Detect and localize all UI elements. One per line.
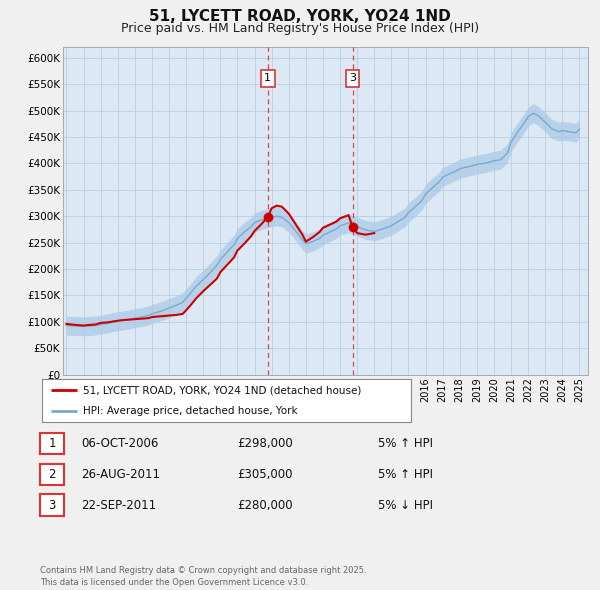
- Text: 06-OCT-2006: 06-OCT-2006: [81, 437, 158, 450]
- Text: £305,000: £305,000: [237, 468, 293, 481]
- Text: 1: 1: [264, 73, 271, 83]
- Text: 51, LYCETT ROAD, YORK, YO24 1ND (detached house): 51, LYCETT ROAD, YORK, YO24 1ND (detache…: [83, 385, 361, 395]
- Text: 3: 3: [349, 73, 356, 83]
- Text: 22-SEP-2011: 22-SEP-2011: [81, 499, 156, 512]
- Text: 26-AUG-2011: 26-AUG-2011: [81, 468, 160, 481]
- Text: Contains HM Land Registry data © Crown copyright and database right 2025.
This d: Contains HM Land Registry data © Crown c…: [40, 566, 367, 587]
- Text: Price paid vs. HM Land Registry's House Price Index (HPI): Price paid vs. HM Land Registry's House …: [121, 22, 479, 35]
- Text: HPI: Average price, detached house, York: HPI: Average price, detached house, York: [83, 406, 297, 416]
- Text: 5% ↓ HPI: 5% ↓ HPI: [378, 499, 433, 512]
- Text: 5% ↑ HPI: 5% ↑ HPI: [378, 468, 433, 481]
- Text: 5% ↑ HPI: 5% ↑ HPI: [378, 437, 433, 450]
- Text: 1: 1: [49, 437, 56, 450]
- Text: 3: 3: [49, 499, 56, 512]
- Text: 51, LYCETT ROAD, YORK, YO24 1ND: 51, LYCETT ROAD, YORK, YO24 1ND: [149, 9, 451, 24]
- Text: £298,000: £298,000: [237, 437, 293, 450]
- Text: 2: 2: [49, 468, 56, 481]
- Text: £280,000: £280,000: [237, 499, 293, 512]
